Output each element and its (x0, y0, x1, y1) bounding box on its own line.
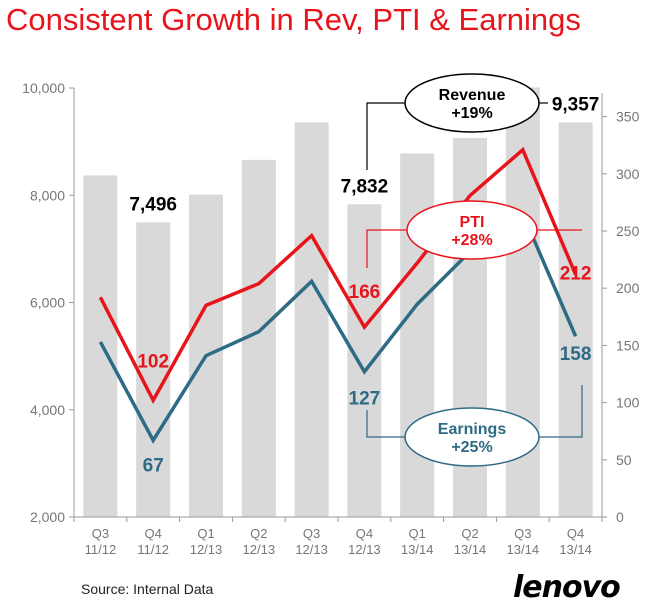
revenue-bar (294, 122, 329, 517)
earnings-data-label: 127 (349, 389, 381, 410)
revenue-callout-connector (366, 102, 405, 170)
left-tick-label: 2,000 (30, 509, 65, 525)
pti-data-label: 166 (349, 282, 381, 303)
source-note: Source: Internal Data (81, 581, 214, 597)
right-tick-label: 0 (616, 509, 624, 525)
revenue-bar (83, 175, 118, 517)
earnings-callout-name: Earnings (438, 421, 507, 438)
left-tick-label: 6,000 (30, 295, 65, 311)
right-tick-label: 100 (616, 395, 640, 411)
x-tick-label-year: 12/13 (295, 542, 328, 557)
earnings-callout-connector (366, 410, 405, 438)
x-tick-label-year: 13/14 (454, 542, 487, 557)
x-tick-label-year: 13/14 (507, 542, 540, 557)
pti-callout-growth: +28% (451, 232, 492, 249)
x-tick-label-quarter: Q3 (303, 526, 320, 541)
right-tick-label: 250 (616, 223, 640, 239)
x-tick-label-year: 11/12 (85, 542, 117, 557)
pti-data-label: 212 (560, 263, 592, 284)
earnings-callout-connector (539, 385, 583, 438)
x-tick-label-quarter: Q1 (197, 526, 214, 541)
x-tick-label-quarter: Q3 (92, 526, 109, 541)
pti-line (98, 146, 578, 405)
revenue-bar (347, 204, 382, 517)
earnings-data-label: 158 (560, 344, 592, 365)
left-tick-label: 10,000 (22, 80, 65, 96)
page-title: Consistent Growth in Rev, PTI & Earnings (6, 2, 581, 37)
x-tick-label-quarter: Q4 (567, 526, 584, 541)
revenue-callout-name: Revenue (439, 87, 506, 104)
right-tick-label: 350 (616, 109, 640, 125)
revenue-callout-growth: +19% (451, 105, 492, 122)
x-tick-label-quarter: Q3 (514, 526, 531, 541)
earnings-callout-growth: +25% (451, 439, 492, 456)
x-tick-label-quarter: Q4 (356, 526, 373, 541)
x-tick-label-quarter: Q1 (409, 526, 426, 541)
x-tick-label-year: 12/13 (243, 542, 276, 557)
lenovo-logo: lenovo (513, 570, 621, 605)
right-tick-label: 200 (616, 280, 640, 296)
right-tick-label: 300 (616, 166, 640, 182)
left-tick-label: 8,000 (30, 187, 65, 203)
x-tick-label-year: 12/13 (190, 542, 223, 557)
revenue-data-label: 7,832 (341, 176, 389, 197)
x-tick-label-year: 12/13 (348, 542, 381, 557)
left-tick-label: 4,000 (30, 402, 65, 418)
revenue-data-label: 9,357 (552, 94, 600, 115)
x-tick-label-quarter: Q4 (145, 526, 162, 541)
x-tick-label-quarter: Q2 (250, 526, 267, 541)
pti-callout-name: PTI (460, 214, 485, 231)
x-tick-label-quarter: Q2 (461, 526, 478, 541)
x-tick-label-year: 13/14 (401, 542, 434, 557)
revenue-data-label: 7,496 (129, 194, 177, 215)
revenue-bar (558, 122, 593, 518)
earnings-data-label: 67 (143, 455, 164, 476)
right-tick-label: 150 (616, 337, 640, 353)
right-tick-label: 50 (616, 452, 632, 468)
pti-data-label: 102 (137, 351, 169, 372)
revenue-bar (136, 222, 171, 518)
pti-callout-connector (366, 229, 407, 268)
x-tick-label-year: 11/12 (137, 542, 169, 557)
x-tick-label-year: 13/14 (559, 542, 592, 557)
